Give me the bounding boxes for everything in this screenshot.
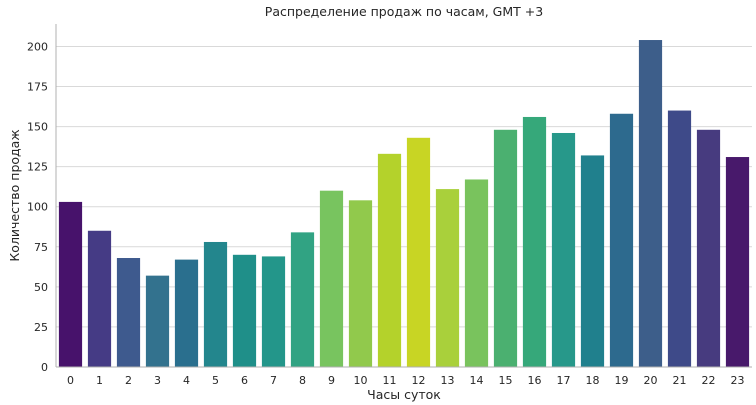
bar-hour-23 (725, 157, 750, 367)
x-tick-label: 22 (702, 374, 716, 387)
bars (58, 40, 750, 368)
x-tick-label: 3 (154, 374, 161, 387)
x-tick-label: 10 (354, 374, 368, 387)
x-tick-label: 9 (328, 374, 335, 387)
y-tick-label: 100 (27, 201, 48, 214)
bar-hour-12 (406, 137, 431, 367)
bar-hour-18 (580, 155, 605, 367)
chart-title: Распределение продаж по часам, GMT +3 (265, 4, 543, 19)
x-tick-label: 7 (270, 374, 277, 387)
x-tick-label: 11 (383, 374, 397, 387)
y-gridlines (56, 45, 752, 368)
x-tick-label: 0 (67, 374, 74, 387)
x-tick-label: 8 (299, 374, 306, 387)
bar-hour-20 (638, 40, 663, 367)
plot-frame (55, 24, 752, 368)
y-tick-labels: 0 25 50 75 100 125 150 175 200 (27, 40, 48, 374)
bar-hour-13 (435, 189, 460, 367)
x-tick-label: 19 (615, 374, 629, 387)
x-tick-label: 20 (644, 374, 658, 387)
bar-hour-1 (87, 230, 112, 367)
bar-hour-19 (609, 113, 634, 367)
x-tick-label: 13 (441, 374, 455, 387)
x-tick-label: 18 (586, 374, 600, 387)
bar-hour-21 (667, 110, 692, 368)
bar-hour-15 (493, 129, 518, 367)
bar-hour-16 (522, 116, 547, 368)
bar-hour-3 (145, 275, 170, 367)
bar-hour-7 (261, 256, 286, 367)
x-tick-label: 17 (557, 374, 571, 387)
bar-hour-4 (174, 259, 199, 367)
y-tick-label: 200 (27, 40, 48, 53)
bar-hour-14 (464, 179, 489, 367)
x-tick-label: 4 (183, 374, 190, 387)
x-tick-label: 1 (96, 374, 103, 387)
y-tick-label: 75 (34, 241, 48, 254)
bar-hour-6 (232, 254, 257, 367)
y-axis-label: Количество продаж (7, 129, 22, 261)
bar-hour-2 (116, 258, 141, 367)
x-tick-label: 23 (731, 374, 745, 387)
y-tick-label: 25 (34, 321, 48, 334)
y-tick-label: 150 (27, 121, 48, 134)
bar-hour-5 (203, 241, 228, 367)
x-tick-label: 5 (212, 374, 219, 387)
y-tick-label: 125 (27, 161, 48, 174)
x-tick-label: 21 (673, 374, 687, 387)
x-tick-labels: 0 1 2 3 4 5 6 7 8 9 10 11 12 13 14 15 16 17 18 19 20 21 22 23 (67, 374, 745, 387)
x-tick-label: 15 (499, 374, 513, 387)
bar-hour-11 (377, 153, 402, 367)
y-tick-label: 50 (34, 281, 48, 294)
y-tick-label: 175 (27, 81, 48, 94)
bar-hour-22 (696, 129, 721, 367)
bar-hour-17 (551, 132, 576, 367)
x-tick-label: 16 (528, 374, 542, 387)
y-tick-label: 0 (41, 361, 48, 374)
bar-hour-8 (290, 232, 315, 367)
bar-hour-9 (319, 190, 344, 367)
bar-hour-10 (348, 200, 373, 367)
x-tick-label: 12 (412, 374, 426, 387)
x-tick-label: 6 (241, 374, 248, 387)
bar-hour-0 (58, 201, 83, 367)
x-axis-label: Часы суток (367, 387, 441, 402)
x-tick-label: 2 (125, 374, 132, 387)
x-tick-label: 14 (470, 374, 484, 387)
